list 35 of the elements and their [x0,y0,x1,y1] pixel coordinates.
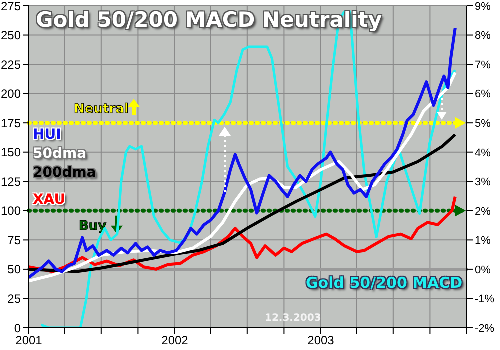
annotation: 12.3.2003 [265,313,322,324]
y-tick-label: 200 [0,87,22,102]
y2-tick-label: 9% [475,0,492,13]
text: Gold 50/200 MACD [306,274,463,292]
x-tick-label: 2003 [308,334,335,348]
y-tick-label: 175 [0,116,22,130]
y-tick-label: 0 [14,321,22,336]
text: 50dma [33,145,88,164]
x-tick-label: 2001 [16,334,43,348]
y2-tick-label: 7% [475,59,492,72]
text: XAU [33,191,67,210]
y2-tick-label: -2% [475,322,495,335]
y-tick-label: 250 [0,28,22,43]
y-tick-label: 75 [8,233,22,248]
y-tick-label: 225 [0,58,22,72]
y-tick-label: 150 [0,146,22,160]
y2-tick-label: 1% [475,235,492,248]
y2-tick-label: 6% [475,88,492,101]
y2-tick-label: 4% [475,147,492,160]
text: 200dma [33,164,96,183]
y2-tick-label: 2% [475,206,492,218]
y2-tick-label: 8% [475,30,492,42]
y2-tick-label: 3% [475,176,492,189]
text: HUI [33,126,62,145]
y-tick-label: 50 [8,262,22,277]
y-tick-label: 25 [8,292,22,306]
y-tick-label: 100 [0,204,22,218]
y2-tick-label: 0% [475,264,492,276]
legend-label: Buy [79,218,108,234]
y-tick-label: 125 [0,174,22,189]
y2-tick-label: 5% [475,118,492,130]
y-tick-label: 275 [0,0,22,14]
y2-tick-label: -1% [475,294,495,306]
x-tick-label: 2002 [162,334,189,348]
legend-label: Neutral [74,102,129,118]
